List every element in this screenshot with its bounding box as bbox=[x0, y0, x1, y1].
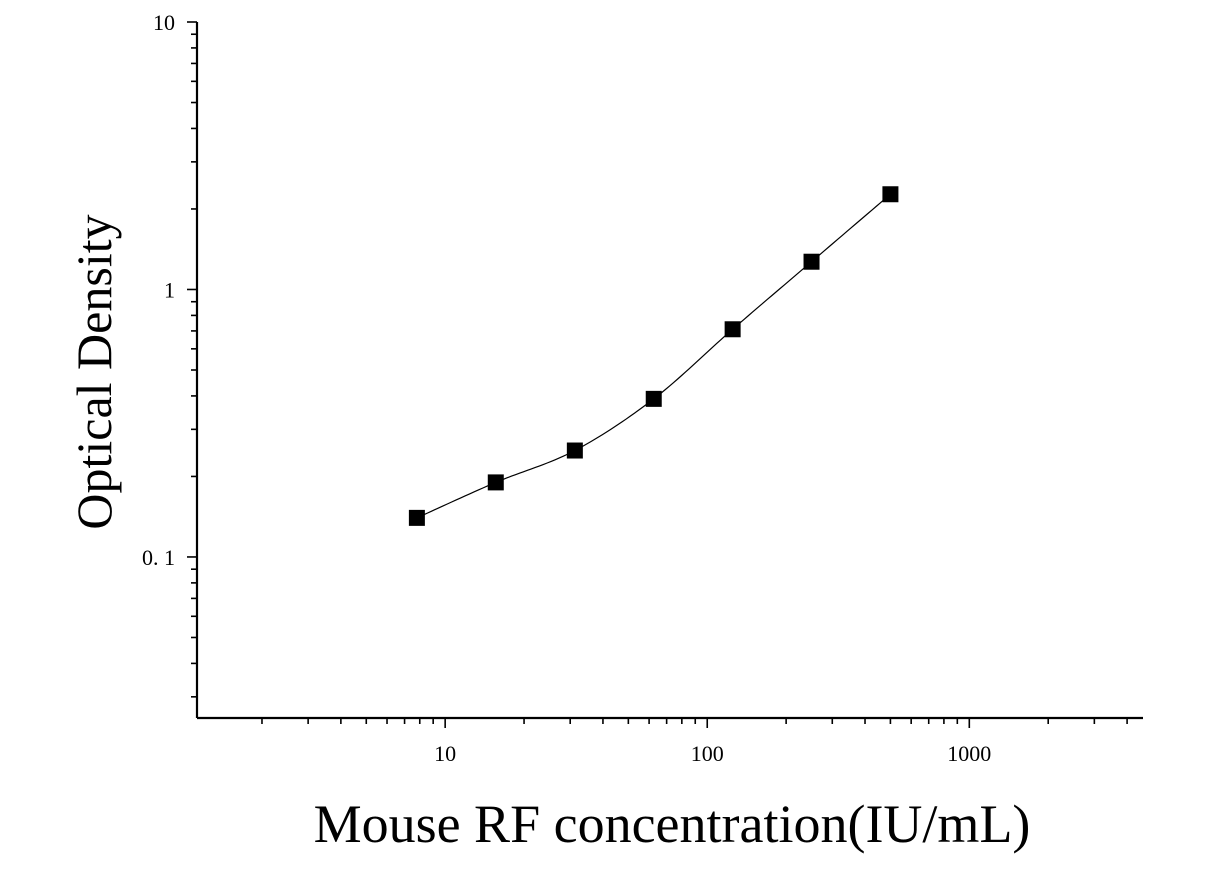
x-tick-label: 1000 bbox=[947, 741, 991, 766]
data-point bbox=[724, 321, 741, 338]
data-point bbox=[566, 442, 583, 459]
x-axis-title: Mouse RF concentration(IU/mL) bbox=[314, 794, 1031, 854]
data-point bbox=[645, 390, 662, 407]
data-point bbox=[882, 186, 899, 203]
y-tick-label: 1 bbox=[164, 277, 175, 302]
axes bbox=[195, 22, 1143, 720]
ticks: 10 100 1000 0. 1 1 10 bbox=[142, 10, 1128, 766]
x-tick-label: 10 bbox=[434, 741, 456, 766]
data-point bbox=[408, 509, 425, 526]
data-point bbox=[487, 474, 504, 491]
x-tick-label: 100 bbox=[691, 741, 724, 766]
fit-curve bbox=[416, 193, 891, 519]
y-tick-label: 0. 1 bbox=[142, 545, 175, 570]
y-axis-title: Optical Density bbox=[66, 214, 122, 529]
y-tick-label: 10 bbox=[153, 10, 175, 35]
data-points-layer bbox=[408, 186, 899, 526]
data-point bbox=[803, 253, 820, 270]
fit-curve-layer bbox=[416, 193, 891, 519]
